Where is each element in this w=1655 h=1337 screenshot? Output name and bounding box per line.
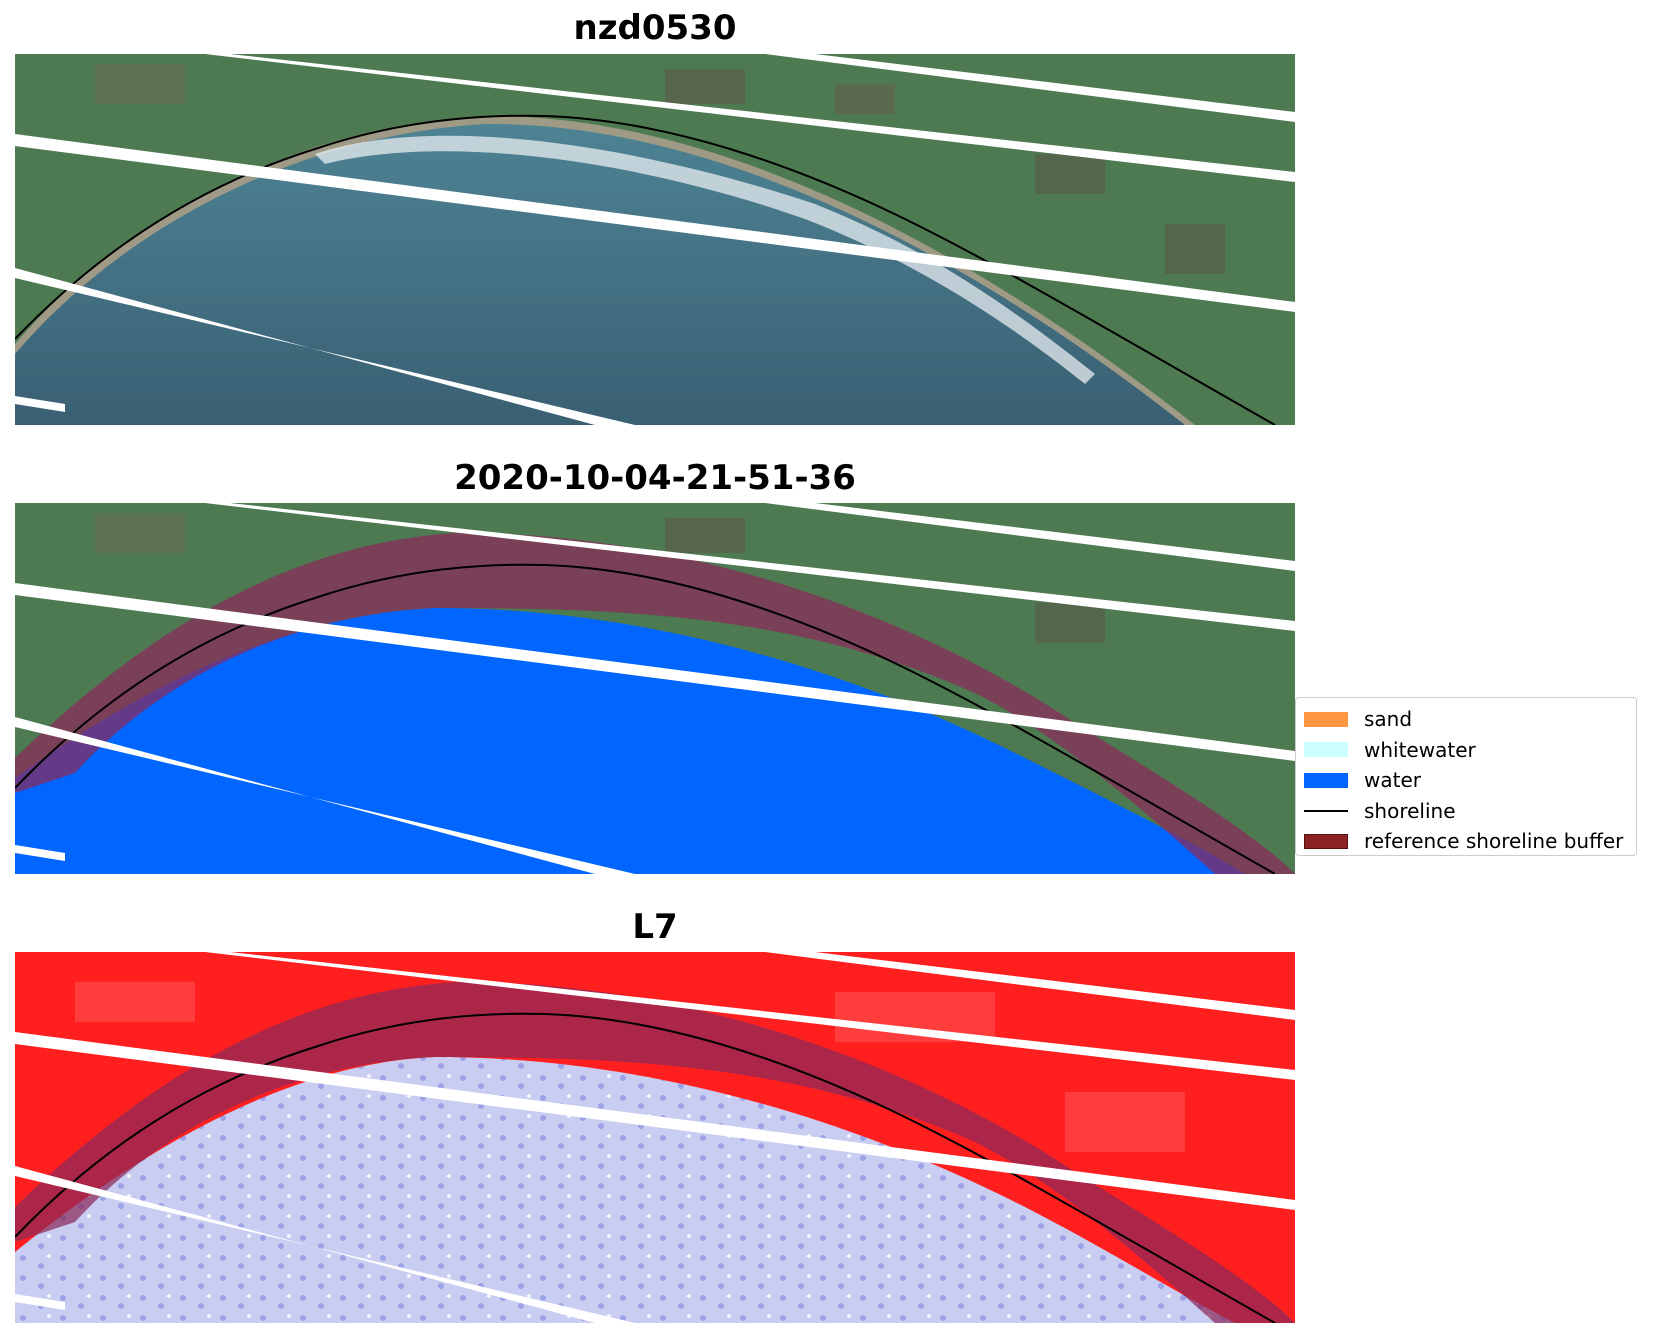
legend-label: whitewater (1364, 737, 1476, 762)
panel-title-rgb: nzd0530 (573, 8, 737, 48)
index-image-panel (15, 952, 1295, 1323)
legend-swatch (1304, 772, 1348, 788)
legend-swatch (1304, 711, 1348, 727)
legend-swatch (1304, 742, 1348, 758)
rgb-image-panel (15, 54, 1295, 425)
legend-swatch (1304, 833, 1348, 849)
classified-image-panel (15, 503, 1295, 874)
legend-item-sand: sand (1304, 704, 1628, 735)
scan-gap-stripes (15, 503, 1295, 874)
legend-label: water (1364, 768, 1421, 793)
legend-label: shoreline (1364, 798, 1456, 823)
legend-label: sand (1364, 707, 1413, 732)
legend-item-reference-shoreline-buffer: reference shoreline buffer (1304, 826, 1628, 857)
panel-title-index: L7 (632, 907, 678, 947)
legend-item-whitewater: whitewater (1304, 735, 1628, 766)
scan-gap-stripes (15, 54, 1295, 425)
legend-item-shoreline: shoreline (1304, 796, 1628, 827)
legend-swatch (1304, 809, 1348, 812)
legend-item-water: water (1304, 765, 1628, 796)
legend-label: reference shoreline buffer (1364, 829, 1624, 854)
scan-gap-stripes (15, 952, 1295, 1323)
legend: sand whitewater water shoreline reference sh… (1295, 697, 1637, 856)
panel-title-classified: 2020-10-04-21-51-36 (454, 458, 856, 498)
